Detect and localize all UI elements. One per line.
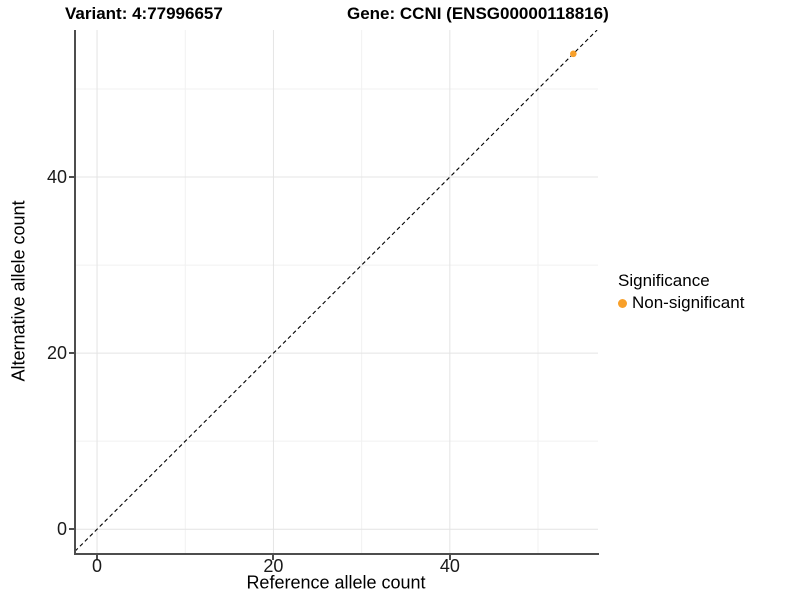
x-tick-mark [96,555,99,560]
x-axis-title-text: Reference allele count [246,572,426,593]
x-axis-title: Reference allele count [246,573,425,594]
y-tick-mark [69,176,74,179]
legend: Significance Non-significant [618,271,744,313]
y-tick-mark [69,528,74,531]
plot-panel [75,30,598,553]
x-tick-label: 40 [439,556,460,576]
legend-key-dot-icon [618,298,627,308]
y-axis-line [74,30,76,555]
identity-reference-line [75,30,598,552]
x-axis-line [74,553,599,555]
gene-title: Gene: CCNI (ENSG00000118816) [347,4,609,23]
x-tick-label: 0 [92,556,103,576]
y-tick-mark [69,352,74,355]
y-axis-title: Alternative allele count [9,200,30,381]
variant-title: Variant: 4:77996657 [65,4,223,23]
data-point [570,50,577,58]
y-tick-label: 20 [46,343,67,364]
x-tick-mark [272,555,275,560]
x-tick-mark [448,555,451,560]
y-tick-label: 0 [56,519,67,540]
y-tick-label: 40 [46,167,67,188]
x-tick-label: 20 [263,556,284,576]
legend-items: Non-significant [618,293,744,313]
legend-item-label: Non-significant [632,293,745,313]
y-axis-title-text: Alternative allele count [8,200,29,382]
legend-item: Non-significant [618,293,744,313]
legend-title: Significance [618,271,710,290]
